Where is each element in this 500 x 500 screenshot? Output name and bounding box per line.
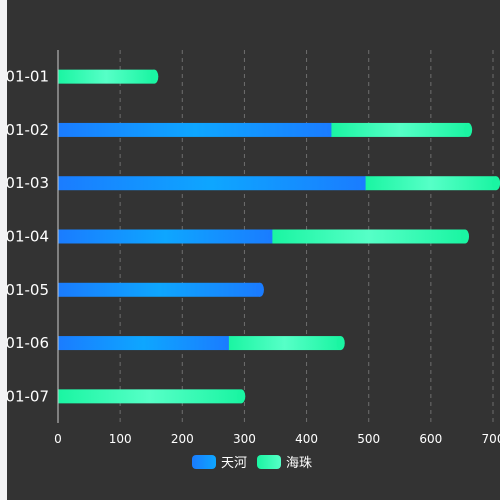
bar-cap (464, 122, 473, 137)
bar-segment (58, 389, 242, 404)
bar-segment (228, 336, 341, 351)
chart-panel: 0 100 200 300 400 500 600 700 01-01 01-02 01-03 01-… (7, 0, 500, 500)
bar-segment (58, 282, 260, 297)
bar-segment (272, 229, 466, 244)
y-tick-label: 01-07 (7, 387, 49, 405)
bar-segment (365, 176, 497, 191)
y-tick-label: 01-05 (7, 281, 49, 299)
x-tick-label: 300 (233, 432, 256, 446)
bar-01-04-series-1 (272, 229, 470, 244)
x-tick-label: 600 (419, 432, 442, 446)
bar-segment (58, 176, 366, 191)
bar-segment (58, 336, 229, 351)
legend-label-series-0: 天河 (221, 456, 248, 471)
bar-segment (58, 122, 332, 137)
bar-01-06-series-1 (228, 336, 345, 351)
x-tick-label: 200 (171, 432, 194, 446)
y-tick-label: 01-02 (7, 121, 49, 139)
x-tick-label: 700 (482, 432, 500, 446)
legend-swatch-series-1 (257, 454, 282, 469)
bar-01-05-series-0 (58, 282, 264, 297)
bar-segment (331, 122, 469, 137)
bar-segment (58, 69, 155, 84)
bar-01-02-series-0 (58, 122, 336, 137)
x-tick-label: 0 (54, 432, 62, 446)
bar-01-02-series-1 (331, 122, 473, 137)
bar-cap (492, 176, 500, 191)
x-tick-label: 400 (295, 432, 318, 446)
bar-cap (461, 229, 470, 244)
bar-cap (150, 69, 159, 84)
bar-cap (255, 282, 264, 297)
bar-chart: 0 100 200 300 400 500 600 700 01-01 01-02 01-03 01-… (7, 50, 500, 446)
x-tick-label: 500 (357, 432, 380, 446)
bar-cap (336, 336, 345, 351)
bar-01-04-series-0 (58, 229, 277, 244)
bar-01-06-series-0 (58, 336, 233, 351)
legend: 天河 海珠 (192, 452, 312, 471)
y-tick-label: 01-01 (7, 68, 49, 86)
legend-label-series-1: 海珠 (286, 456, 313, 471)
bar-segment (58, 229, 273, 244)
y-tick-label: 01-06 (7, 334, 49, 352)
legend-item-series-1[interactable]: 海珠 (257, 452, 312, 471)
x-tick-label: 100 (109, 432, 132, 446)
legend-swatch-series-0 (192, 454, 216, 469)
y-tick-label: 01-03 (7, 174, 49, 192)
legend-item-series-0[interactable]: 天河 (192, 452, 247, 471)
bar-01-07-series-1 (58, 389, 246, 404)
bar-01-03-series-0 (58, 176, 370, 191)
y-tick-label: 01-04 (7, 228, 49, 246)
bar-01-03-series-1 (365, 176, 500, 191)
bar-01-01-series-1 (58, 69, 159, 84)
axis-layer: 0 100 200 300 400 500 600 700 01-01 01-02 01-03 01-… (7, 50, 500, 446)
bar-cap (237, 389, 246, 404)
bar-layer (58, 69, 500, 404)
